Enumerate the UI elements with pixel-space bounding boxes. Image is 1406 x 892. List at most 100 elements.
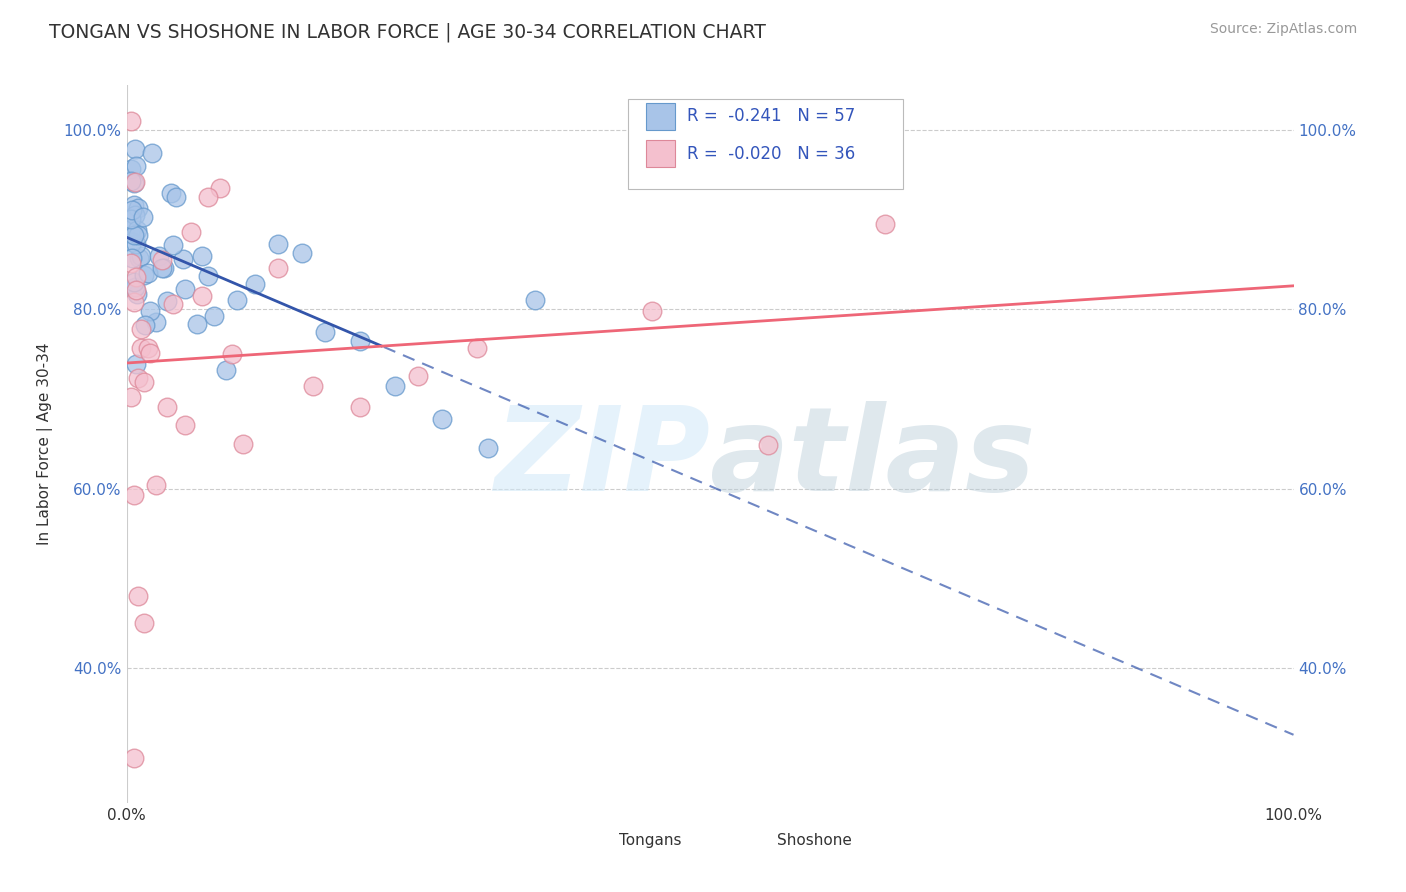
Point [122, 177, 145, 191]
Point [121, 202, 143, 217]
Point [180, 225, 202, 239]
Point [139, 303, 162, 318]
Point [191, 289, 214, 303]
Point [314, 326, 336, 340]
Point [430, 412, 453, 426]
Point [197, 190, 219, 204]
Point [156, 293, 179, 308]
Point [125, 286, 148, 301]
Text: Source: ZipAtlas.com: Source: ZipAtlas.com [1209, 22, 1357, 37]
Point [124, 142, 146, 156]
Point [208, 181, 231, 195]
Bar [745, 835, 770, 856]
Point [120, 256, 142, 270]
Point [523, 293, 546, 307]
Point [124, 175, 146, 189]
Point [129, 342, 152, 356]
Point [125, 223, 148, 237]
Point [125, 357, 148, 371]
Bar [588, 835, 613, 856]
Point [124, 208, 146, 222]
Point [122, 751, 145, 765]
Point [221, 347, 243, 361]
Point [145, 478, 167, 492]
Point [120, 113, 142, 128]
Point [120, 211, 142, 226]
Point [139, 345, 162, 359]
Point [132, 210, 155, 224]
Point [134, 318, 156, 333]
Point [160, 186, 183, 200]
Point [165, 190, 187, 204]
FancyBboxPatch shape [628, 99, 903, 189]
Point [122, 275, 145, 289]
Point [145, 315, 167, 329]
Point [125, 237, 148, 252]
Point [148, 249, 170, 263]
Point [121, 235, 143, 249]
Point [132, 616, 155, 631]
Point [232, 437, 254, 451]
Text: Tongans: Tongans [619, 833, 682, 848]
Point [120, 161, 142, 176]
Point [127, 201, 149, 215]
Point [128, 251, 150, 265]
Point [127, 228, 149, 243]
Point [150, 260, 173, 275]
Point [122, 488, 145, 502]
Point [756, 437, 779, 451]
Point [132, 375, 155, 389]
Point [136, 341, 159, 355]
Point [127, 370, 149, 384]
Point [172, 252, 194, 266]
Text: R =  -0.241   N = 57: R = -0.241 N = 57 [686, 107, 855, 126]
Point [162, 297, 184, 311]
Point [125, 269, 148, 284]
Point [197, 268, 219, 283]
Point [153, 260, 176, 275]
Point [186, 317, 208, 331]
Point [124, 280, 146, 294]
Point [267, 236, 290, 251]
Point [215, 362, 238, 376]
Point [384, 379, 406, 393]
Point [122, 198, 145, 212]
Point [202, 310, 225, 324]
Point [127, 590, 149, 604]
Point [174, 282, 197, 296]
Point [150, 252, 173, 267]
Point [120, 222, 142, 236]
Point [191, 249, 214, 263]
Point [302, 378, 325, 392]
Y-axis label: In Labor Force | Age 30-34: In Labor Force | Age 30-34 [37, 343, 52, 545]
Point [156, 401, 179, 415]
Point [121, 223, 143, 237]
Point [121, 251, 143, 265]
Point [129, 249, 152, 263]
Point [129, 322, 152, 336]
Point [226, 293, 249, 308]
Text: ZIP: ZIP [494, 401, 710, 516]
Text: R =  -0.020   N = 36: R = -0.020 N = 36 [686, 145, 855, 162]
Text: TONGAN VS SHOSHONE IN LABOR FORCE | AGE 30-34 CORRELATION CHART: TONGAN VS SHOSHONE IN LABOR FORCE | AGE … [49, 22, 766, 42]
Point [243, 277, 266, 291]
Point [162, 238, 184, 252]
Point [125, 283, 148, 297]
Point [132, 268, 155, 283]
Point [120, 390, 142, 404]
Point [349, 334, 371, 348]
Point [290, 246, 312, 260]
Point [408, 368, 430, 383]
Bar [645, 140, 675, 168]
Point [641, 304, 664, 318]
Text: atlas: atlas [710, 401, 1036, 516]
Point [120, 174, 142, 188]
Point [477, 441, 499, 455]
Point [875, 217, 897, 231]
Point [349, 400, 371, 414]
Point [174, 418, 197, 433]
Point [465, 341, 488, 355]
Point [122, 227, 145, 242]
Point [267, 261, 290, 276]
Point [141, 146, 163, 161]
